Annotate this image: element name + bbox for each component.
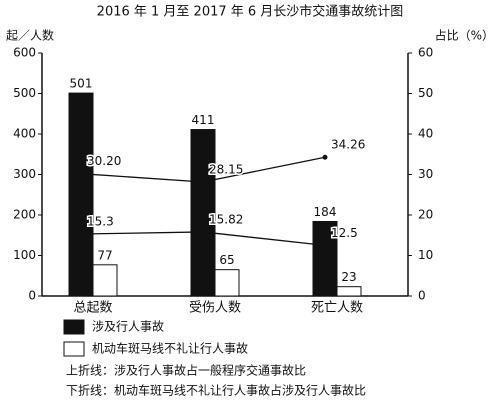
bar-value-label: 77 <box>97 248 112 262</box>
bar <box>190 129 216 297</box>
bar-value-label: 65 <box>219 253 234 267</box>
line-point <box>200 229 206 235</box>
y-tick-label: 200 <box>13 208 36 222</box>
y2-tick-label: 10 <box>418 248 433 262</box>
line-value-label: 30.20 <box>87 154 121 168</box>
legend-note: 上折线：涉及行人事故占一般程序交通事故比 <box>66 363 306 378</box>
y-tick-label: 0 <box>28 289 36 303</box>
line-point <box>78 231 84 237</box>
line-value-label: 12.5 <box>331 226 358 240</box>
bar <box>214 269 240 297</box>
y-tick-label: 600 <box>13 46 36 60</box>
line-value-label: 15.3 <box>87 215 114 229</box>
legend-label: 涉及行人事故 <box>92 319 164 334</box>
bar <box>312 220 338 297</box>
y2-tick-label: 40 <box>418 127 433 141</box>
line-value-label: 28.15 <box>209 162 243 176</box>
y-tick-label: 400 <box>13 127 36 141</box>
y-axis-label: 起／人数 <box>6 28 54 43</box>
line-point <box>78 171 84 177</box>
line-point <box>322 242 328 248</box>
y-tick-label: 100 <box>13 248 36 262</box>
y2-tick-label: 60 <box>418 46 433 60</box>
line-point <box>200 179 206 185</box>
x-tick-label: 总起数 <box>73 301 112 316</box>
bar <box>68 92 94 297</box>
y2-tick-label: 0 <box>418 289 426 303</box>
bar <box>92 264 118 297</box>
legend-swatch <box>63 341 85 357</box>
x-tick-label: 死亡人数 <box>311 301 363 316</box>
y-tick-label: 300 <box>13 167 36 181</box>
chart-title: 2016 年 1 月至 2017 年 6 月长沙市交通事故统计图 <box>97 4 404 20</box>
y2-axis-label: 占比（%） <box>435 28 494 43</box>
x-tick-label: 受伤人数 <box>189 301 241 316</box>
legend-swatch <box>63 319 85 335</box>
bar <box>336 286 362 297</box>
y2-tick-label: 30 <box>418 167 433 181</box>
bar-value-label: 184 <box>314 205 337 219</box>
y2-tick-label: 50 <box>418 86 433 100</box>
y-tick-label: 500 <box>13 86 36 100</box>
bar-value-label: 501 <box>70 77 93 91</box>
legend-label: 机动车斑马线不礼让行人事故 <box>92 341 248 356</box>
bar-value-label: 411 <box>192 113 215 127</box>
legend-note: 下折线：机动车斑马线不礼让行人事故占涉及行人事故比 <box>66 383 366 398</box>
line-value-label: 15.82 <box>209 212 243 226</box>
y2-tick-label: 20 <box>418 208 433 222</box>
bar-value-label: 23 <box>341 270 356 284</box>
line-point <box>322 154 328 160</box>
line-value-label: 34.26 <box>331 138 365 152</box>
